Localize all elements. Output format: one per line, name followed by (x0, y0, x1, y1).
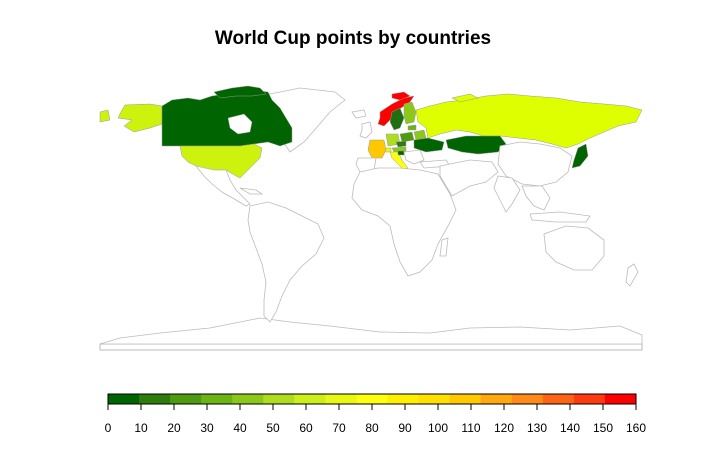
legend-swatch (418, 394, 451, 404)
legend-swatch (170, 394, 202, 404)
hudson-bay (227, 113, 253, 135)
region-czech-republic (395, 140, 407, 148)
region-southeast-asia (521, 185, 551, 211)
legend-tick-label: 110 (461, 421, 480, 435)
legend-tick-label: 120 (494, 421, 514, 435)
region-estonia (407, 124, 417, 131)
region-middle-east (439, 159, 499, 197)
region-china-mongolia (497, 141, 573, 187)
legend-swatch (263, 394, 295, 404)
legend-swatch (449, 394, 482, 404)
region-balkans (403, 149, 425, 165)
region-africa (351, 167, 457, 277)
legend: 0 10 20 30 40 50 60 70 80 90 100 110 120 130 140 150 160 (105, 393, 646, 435)
legend-tick-label: 80 (365, 421, 379, 435)
legend-swatch (139, 394, 171, 404)
legend-tick-label: 70 (332, 421, 346, 435)
map-title: World Cup points by countries (214, 28, 492, 49)
legend-tick-label: 60 (299, 421, 313, 435)
region-japan (571, 143, 589, 169)
region-new-zealand (625, 263, 639, 287)
region-madagascar (439, 237, 449, 257)
legend-swatch (480, 394, 513, 404)
legend-tick-label: 20 (167, 421, 181, 435)
legend-tick-label: 130 (527, 421, 547, 435)
region-belarus (413, 129, 427, 141)
legend-tick-label: 160 (626, 421, 646, 435)
region-kazakhstan (445, 135, 507, 155)
legend-swatch (356, 394, 389, 404)
legend-tick-label: 10 (134, 421, 148, 435)
region-poland (399, 131, 415, 143)
legend-swatch (387, 394, 420, 404)
legend-tick-label: 140 (560, 421, 580, 435)
legend-swatch (325, 394, 357, 404)
region-caribbean (239, 187, 264, 195)
legend-tick-label: 90 (398, 421, 412, 435)
legend-swatch (201, 394, 233, 404)
region-russia (415, 93, 643, 149)
region-uk-ireland (359, 121, 373, 139)
legend-swatch (232, 394, 264, 404)
legend-tick-label: 50 (266, 421, 280, 435)
region-alaska-west-tip (99, 109, 111, 123)
region-india (493, 175, 521, 213)
region-canada-arctic-islands (213, 85, 267, 99)
legend-swatch (511, 394, 544, 404)
legend-tick-label: 40 (233, 421, 247, 435)
region-indonesia (529, 211, 591, 223)
legend-tick-label: 100 (428, 421, 448, 435)
region-iceland (351, 109, 367, 119)
legend-tick-label: 30 (200, 421, 214, 435)
region-antarctica (99, 317, 643, 345)
region-slovenia (397, 150, 405, 156)
legend-swatch (573, 394, 606, 404)
legend-tick-label: 0 (105, 421, 112, 435)
region-alaska (117, 103, 163, 133)
region-france (367, 139, 387, 159)
region-norway-svalbard (391, 91, 411, 101)
region-australia (543, 225, 605, 271)
legend-swatch (604, 394, 637, 404)
region-russia-arctic-islands (451, 93, 479, 103)
legend-swatch (294, 394, 326, 404)
region-sweden (389, 107, 405, 131)
map-bottom-edge (99, 343, 643, 351)
legend-tick-label: 150 (593, 421, 613, 435)
legend-swatch (108, 394, 140, 404)
legend-swatch (542, 394, 575, 404)
region-finland (403, 101, 417, 125)
region-mexico-central-america (194, 165, 251, 207)
region-south-america (247, 201, 325, 323)
